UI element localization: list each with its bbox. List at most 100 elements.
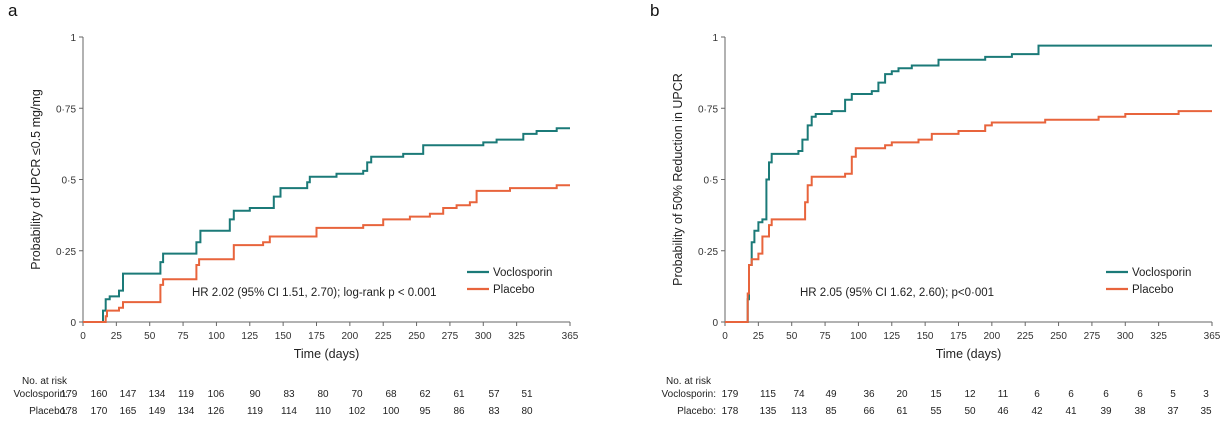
risk-value: 113 (791, 406, 807, 417)
risk-value: 57 (488, 389, 500, 400)
x-tick-label: 175 (950, 331, 967, 342)
x-tick-label: 50 (786, 331, 798, 342)
y-tick-label: 0·25 (698, 247, 718, 258)
risk-value: 85 (825, 406, 837, 417)
x-axis-label: Time (days) (936, 347, 1002, 361)
risk-value: 12 (964, 389, 976, 400)
risk-value: 178 (722, 406, 739, 417)
risk-value: 74 (793, 389, 805, 400)
x-tick-label: 225 (1017, 331, 1034, 342)
risk-value: 86 (453, 406, 465, 417)
y-tick-label: 1 (70, 33, 76, 44)
legend-label-voclosporin: Voclosporin (1132, 267, 1191, 279)
x-tick-label: 75 (178, 331, 190, 342)
x-tick-label: 200 (342, 331, 359, 342)
risk-value: 38 (1134, 406, 1146, 417)
risk-value: 6 (1034, 389, 1040, 400)
km-curve-voclosporin (725, 44, 1212, 323)
risk-value: 134 (178, 406, 195, 417)
x-tick-label: 100 (850, 331, 867, 342)
risk-value: 149 (149, 406, 166, 417)
legend-label-placebo: Placebo (493, 284, 535, 296)
x-tick-label: 325 (1150, 331, 1167, 342)
risk-value: 106 (208, 389, 225, 400)
y-tick-label: 0 (712, 318, 718, 329)
risk-value: 95 (419, 406, 431, 417)
risk-value: 62 (419, 389, 431, 400)
risk-value: 160 (91, 389, 108, 400)
risk-value: 5 (1170, 389, 1176, 400)
risk-value: 39 (1100, 406, 1112, 417)
risk-value: 51 (521, 389, 533, 400)
x-tick-label: 225 (375, 331, 392, 342)
risk-value: 126 (208, 406, 225, 417)
risk-value: 135 (760, 406, 777, 417)
risk-value: 6 (1137, 389, 1143, 400)
x-tick-label: 175 (308, 331, 325, 342)
risk-value: 179 (61, 389, 78, 400)
risk-value: 110 (315, 406, 331, 417)
x-tick-label: 365 (562, 331, 579, 342)
risk-table-header: No. at risk (666, 376, 712, 387)
x-tick-label: 0 (80, 331, 86, 342)
risk-value: 6 (1068, 389, 1074, 400)
x-tick-label: 300 (475, 331, 492, 342)
y-tick-label: 0·5 (704, 176, 719, 187)
y-tick-label: 0·75 (56, 104, 76, 115)
risk-value: 147 (120, 389, 137, 400)
risk-value: 50 (964, 406, 976, 417)
risk-value: 102 (349, 406, 366, 417)
risk-value: 42 (1031, 406, 1043, 417)
x-tick-label: 275 (442, 331, 459, 342)
risk-value: 20 (896, 389, 908, 400)
km-curve-voclosporin (83, 127, 570, 323)
risk-value: 134 (149, 389, 166, 400)
x-tick-label: 50 (144, 331, 156, 342)
risk-value: 15 (930, 389, 942, 400)
x-tick-label: 200 (984, 331, 1001, 342)
panel-label: a (8, 1, 18, 20)
risk-row-label: Placebo: (677, 406, 716, 417)
y-tick-label: 1 (712, 33, 718, 44)
hazard-ratio-annotation: HR 2.05 (95% CI 1.62, 2.60); p<0·001 (800, 287, 994, 299)
risk-row-label: Placebo: (29, 406, 68, 417)
y-tick-label: 0·25 (56, 247, 76, 258)
x-tick-label: 250 (1050, 331, 1067, 342)
risk-value: 80 (317, 389, 329, 400)
km-curve-placebo (725, 110, 1212, 323)
risk-value: 66 (863, 406, 875, 417)
risk-value: 83 (488, 406, 500, 417)
x-tick-label: 300 (1117, 331, 1134, 342)
risk-value: 11 (998, 389, 1009, 400)
risk-table-header: No. at risk (22, 376, 68, 387)
x-tick-label: 0 (722, 331, 728, 342)
x-tick-label: 75 (820, 331, 832, 342)
risk-value: 114 (281, 406, 297, 417)
risk-value: 68 (385, 389, 397, 400)
risk-row-label: Voclosporin: (14, 389, 68, 400)
risk-row-label: Voclosporin: (662, 389, 716, 400)
x-tick-label: 150 (917, 331, 934, 342)
km-curve-placebo (83, 184, 570, 323)
y-tick-label: 0·75 (698, 104, 718, 115)
risk-value: 165 (120, 406, 137, 417)
risk-value: 170 (91, 406, 108, 417)
y-tick-label: 0 (70, 318, 76, 329)
risk-value: 70 (351, 389, 363, 400)
risk-value: 55 (930, 406, 942, 417)
risk-value: 115 (760, 389, 776, 400)
hazard-ratio-annotation: HR 2.02 (95% CI 1.51, 2.70); log-rank p … (192, 287, 437, 299)
x-tick-label: 100 (208, 331, 225, 342)
risk-value: 61 (896, 406, 908, 417)
risk-value: 119 (247, 406, 263, 417)
x-tick-label: 125 (883, 331, 900, 342)
risk-value: 36 (863, 389, 875, 400)
risk-value: 41 (1065, 406, 1077, 417)
risk-value: 119 (178, 389, 194, 400)
risk-value: 46 (997, 406, 1009, 417)
y-tick-label: 0·5 (62, 176, 77, 187)
risk-value: 49 (825, 389, 837, 400)
risk-value: 3 (1203, 389, 1209, 400)
